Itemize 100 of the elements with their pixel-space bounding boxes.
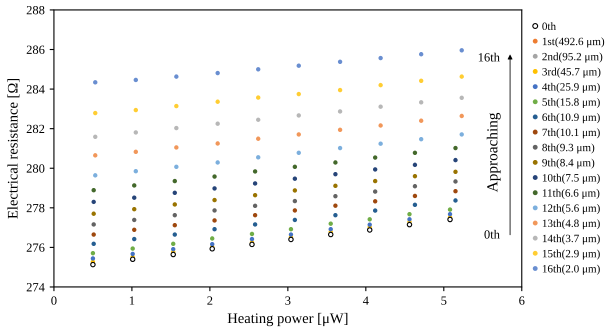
point: [460, 114, 464, 118]
legend-label: 12th(5.6 μm): [542, 204, 600, 214]
legend-label: 5th(15.8 μm): [542, 98, 600, 108]
x-axis-title: Heating power [μW]: [228, 312, 348, 326]
point: [212, 218, 217, 223]
point: [296, 113, 301, 118]
point: [418, 136, 424, 142]
point: [418, 78, 424, 83]
legend-label: 8th(9.3 μm): [542, 143, 594, 154]
legend-label: 7th(10.1 μm): [542, 128, 600, 138]
point: [372, 199, 378, 204]
legend-label: 16th(2.0 μm): [542, 264, 600, 275]
legend-label: 4th(25.9 μm): [542, 82, 600, 93]
point: [93, 110, 98, 116]
point: [412, 194, 418, 198]
point: [174, 74, 179, 79]
point: [406, 222, 412, 228]
point: [292, 188, 298, 193]
point: [212, 226, 217, 232]
point: [93, 80, 98, 85]
legend-label: 13th(4.8 μm): [542, 219, 600, 230]
point: [212, 174, 217, 179]
point: [338, 146, 342, 150]
point: [296, 64, 301, 68]
point: [252, 212, 258, 218]
point: [215, 122, 220, 126]
point: [172, 178, 177, 184]
point: [418, 52, 424, 56]
point: [453, 179, 458, 184]
point: [372, 155, 378, 160]
point: [372, 167, 378, 172]
point: [92, 200, 96, 204]
point: [407, 217, 412, 222]
point: [296, 92, 301, 96]
point: [460, 74, 464, 79]
point: [412, 150, 418, 156]
point: [212, 198, 217, 202]
point: [288, 226, 294, 232]
point: [215, 70, 220, 76]
point: [250, 232, 254, 236]
point: [92, 242, 96, 246]
point: [209, 246, 215, 252]
point: [92, 212, 96, 216]
y-tick-label: 276: [26, 243, 45, 252]
point: [210, 242, 214, 246]
point: [378, 82, 383, 88]
point: [174, 126, 179, 130]
legend-label: 9th(8.4 μm): [542, 158, 594, 169]
legend-label: 1st(492.6 μm): [542, 37, 604, 48]
y-tick-label: 274: [26, 283, 45, 292]
point: [412, 174, 418, 178]
point: [292, 198, 298, 204]
point: [171, 246, 176, 252]
point: [368, 222, 372, 227]
point: [93, 153, 98, 158]
point: [172, 202, 177, 207]
point: [252, 204, 258, 208]
point: [333, 172, 338, 176]
point: [256, 155, 260, 160]
point: [372, 208, 378, 213]
point: [92, 188, 96, 192]
annotation: 16th: [478, 52, 500, 62]
point: [333, 184, 338, 188]
point: [372, 189, 378, 194]
point: [292, 208, 298, 213]
point: [130, 252, 135, 256]
x-tick-label: 1: [130, 296, 134, 305]
point: [333, 160, 338, 165]
point: [338, 109, 342, 114]
point: [132, 183, 136, 188]
annotation: 0th: [484, 230, 500, 239]
point: [448, 207, 452, 212]
point: [130, 246, 135, 251]
legend-label: 14th(3.7 μm): [542, 234, 600, 244]
point: [333, 194, 338, 198]
x-tick-label: 0: [51, 296, 57, 305]
point: [256, 95, 260, 100]
point: [453, 189, 458, 194]
point: [338, 128, 342, 132]
point: [134, 130, 138, 135]
point: [256, 67, 260, 72]
point: [453, 146, 458, 150]
point: [92, 232, 96, 237]
point: [338, 88, 342, 92]
point: [252, 181, 258, 186]
legend-label: 6th(10.9 μm): [542, 113, 600, 124]
point: [252, 169, 258, 174]
legend-label: 3rd(45.7 μm): [542, 68, 600, 78]
point: [134, 78, 138, 82]
y-axis-title: Electrical resistance [Ω]: [7, 78, 20, 219]
point: [174, 164, 179, 170]
point: [215, 160, 220, 165]
y-tick-label: 278: [26, 204, 44, 212]
point: [93, 134, 98, 139]
point: [132, 228, 136, 232]
legend-label: 11th(6.6 μm): [542, 188, 600, 199]
point: [333, 212, 338, 218]
point: [328, 232, 334, 238]
legend-label: 2nd(95.2 μm): [542, 52, 602, 63]
point: [328, 226, 333, 232]
